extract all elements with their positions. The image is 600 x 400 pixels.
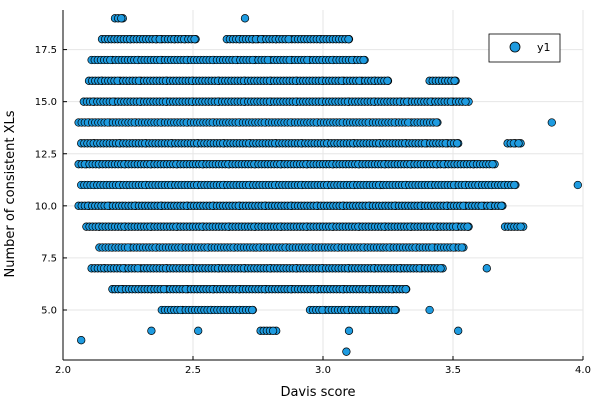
- x-axis-label: Davis score: [280, 385, 355, 400]
- tick-labels: 2.0 2.5 3.0 3.5 4.0 5.0 7.5 10.0 12.5 15.0 17.5: [35, 45, 591, 376]
- scatter-point: [450, 76, 459, 85]
- scatter-point: [454, 326, 463, 335]
- scatter-point: [425, 305, 434, 315]
- scatter-point: [516, 222, 525, 231]
- data-points: [74, 14, 582, 356]
- y-axis-label: Number of consistent XLs: [3, 110, 18, 277]
- scatter-point: [344, 35, 353, 44]
- legend-marker: [509, 41, 521, 53]
- x-tick-label: 2.0: [55, 365, 71, 376]
- scatter-point: [436, 264, 445, 273]
- scatter-point: [482, 264, 491, 273]
- scatter-point: [514, 139, 523, 148]
- y-tick-label: 15.0: [35, 97, 57, 108]
- y-tick-label: 7.5: [41, 253, 57, 264]
- x-tick-label: 3.5: [445, 365, 461, 376]
- legend-label: y1: [537, 41, 551, 54]
- scatter-point: [117, 14, 126, 23]
- scatter-point: [547, 118, 556, 127]
- scatter-point: [457, 243, 466, 252]
- scatter-point: [510, 180, 519, 190]
- scatter-point: [453, 139, 462, 148]
- scatter-point: [194, 326, 203, 335]
- scatter-point: [497, 201, 506, 210]
- y-tick-label: 10.0: [35, 201, 57, 212]
- x-tick-label: 3.0: [315, 365, 331, 376]
- scatter-point: [190, 35, 199, 44]
- scatter-point: [488, 160, 497, 169]
- scatter-point: [342, 347, 351, 356]
- x-tick-label: 2.5: [185, 365, 201, 376]
- scatter-point: [268, 326, 278, 335]
- axes: [62, 10, 584, 361]
- scatter-point: [573, 180, 582, 190]
- scatter-point: [248, 305, 257, 315]
- scatter-point: [461, 97, 470, 106]
- scatter-point: [240, 14, 250, 23]
- scatter-point: [401, 285, 410, 294]
- scatter-point: [463, 222, 472, 231]
- scatter-point: [390, 305, 399, 315]
- scatter-point: [383, 76, 392, 85]
- scatter-point: [359, 55, 368, 65]
- x-tick-label: 4.0: [575, 365, 591, 376]
- scatter-point: [77, 336, 86, 345]
- scatter-point: [432, 118, 441, 127]
- y-tick-label: 12.5: [35, 149, 57, 160]
- scatter-point: [344, 326, 354, 335]
- legend-box: [488, 33, 561, 63]
- y-tick-label: 17.5: [35, 45, 57, 56]
- y-tick-label: 5.0: [41, 306, 57, 317]
- scatter-point: [147, 326, 156, 335]
- legend: y1: [488, 33, 561, 63]
